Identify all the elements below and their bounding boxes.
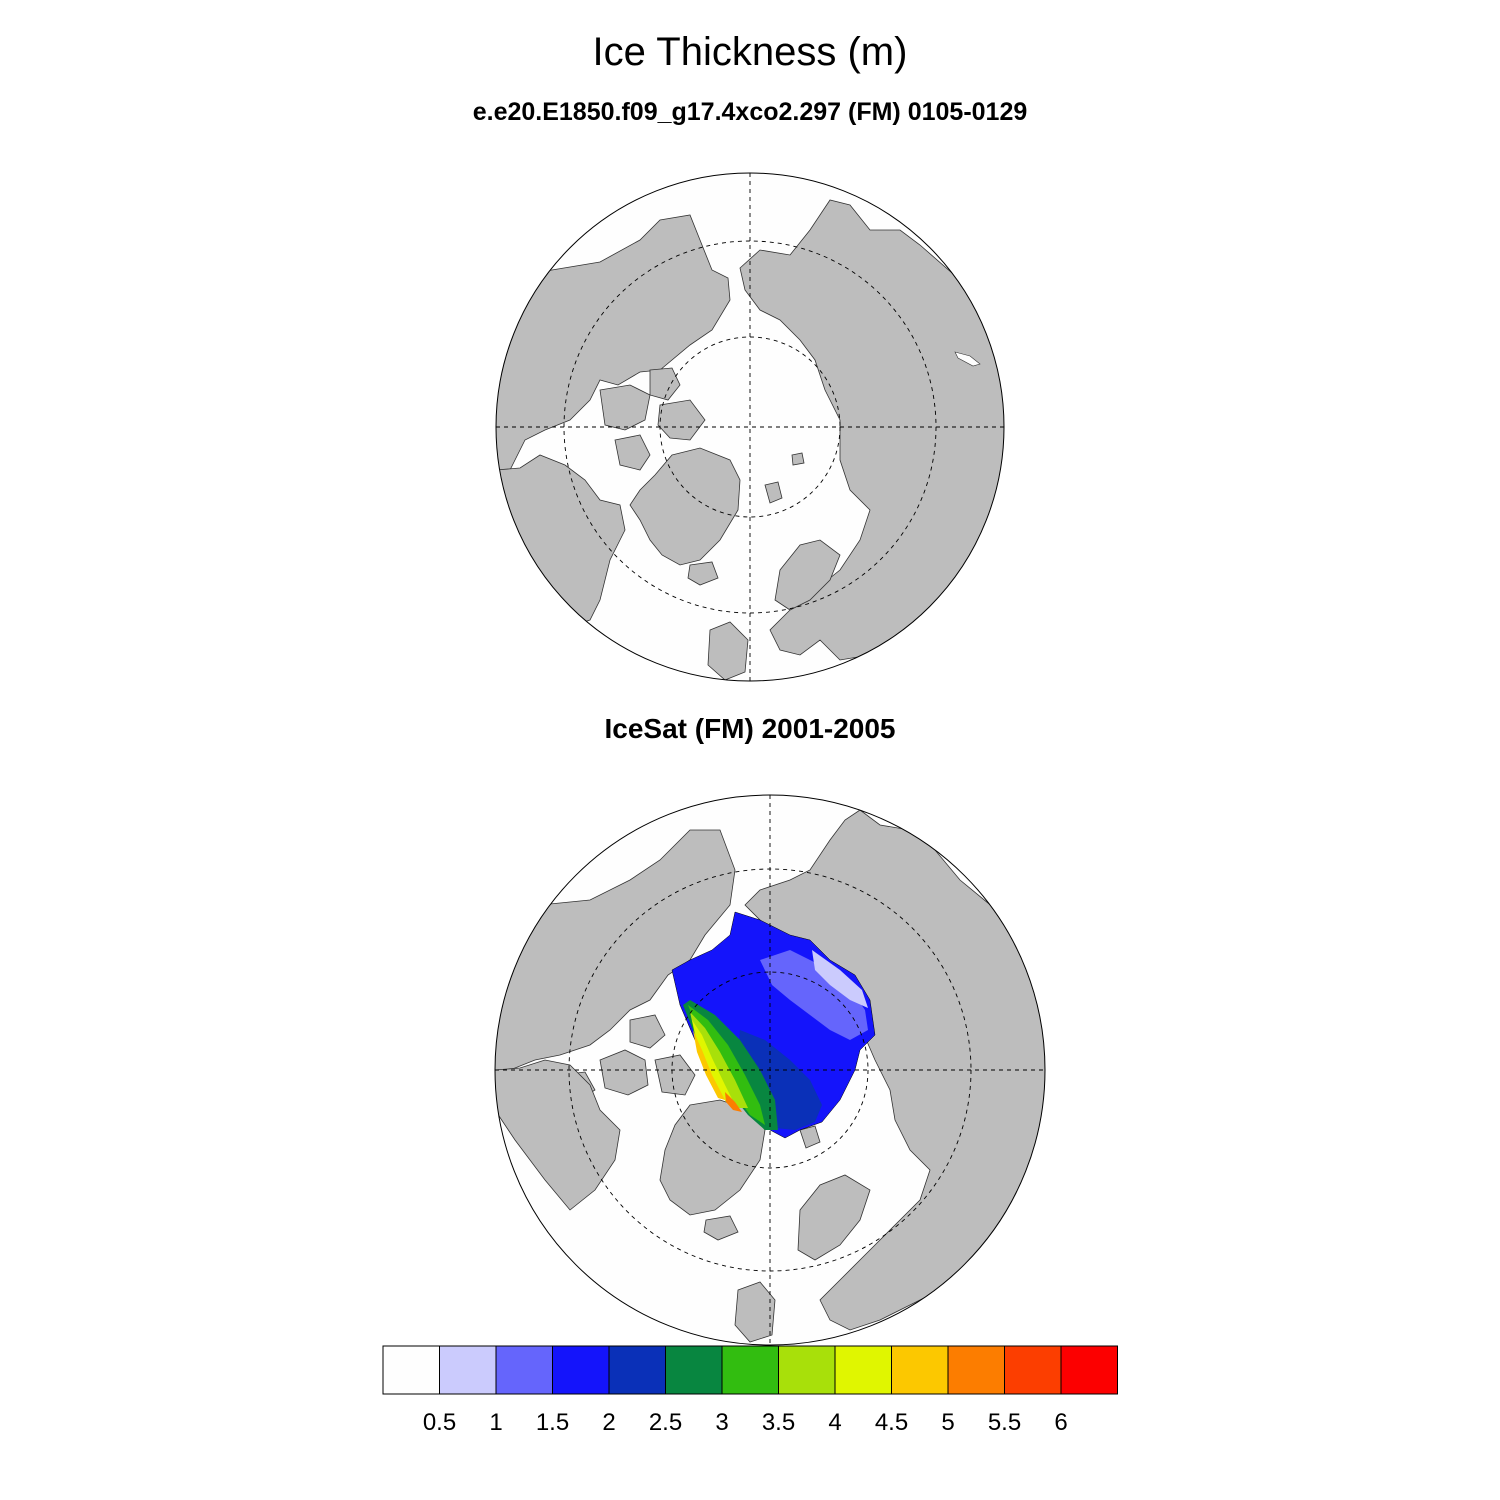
land-lower-left-bottom xyxy=(495,1059,621,1211)
colorbar-tick-label: 4 xyxy=(828,1409,841,1436)
land-small-island-2-top xyxy=(791,452,805,466)
ice-level-4 xyxy=(690,1012,748,1108)
colorbar-tick-label: 4.5 xyxy=(875,1409,908,1436)
colorbar-tick-label: 5.5 xyxy=(988,1409,1021,1436)
figure-title: Ice Thickness (m) xyxy=(592,30,908,74)
colorbar-swatch xyxy=(382,1345,440,1395)
land-scandinavia-bottom xyxy=(797,1174,871,1261)
colorbar-tick-label: 1 xyxy=(489,1409,502,1436)
colorbar-swatch xyxy=(665,1345,723,1395)
colorbar-tick-label: 1.5 xyxy=(536,1409,569,1436)
colorbar-swatch xyxy=(439,1345,497,1395)
colorbar-swatch xyxy=(1060,1345,1118,1395)
ice-thickness-field xyxy=(671,911,876,1139)
land-iceland-top xyxy=(687,561,719,586)
colorbar-swatch xyxy=(721,1345,779,1395)
land-eurasia-top xyxy=(739,199,1004,661)
land-archipelago-bottom xyxy=(557,1014,696,1103)
map-panel-top xyxy=(495,172,1005,682)
map-border-top xyxy=(495,172,1005,682)
land-archipelago-top xyxy=(599,367,706,471)
lake-top xyxy=(954,351,981,367)
panel-bottom-subtitle: IceSat (FM) 2001-2005 xyxy=(604,713,896,744)
land-iceland-bottom xyxy=(703,1215,739,1241)
colorbar-swatch xyxy=(834,1345,892,1395)
graticule-bottom xyxy=(495,795,1045,1345)
land-top xyxy=(496,199,1004,681)
colorbar-tick-label: 2 xyxy=(602,1409,615,1436)
colorbar-tick-label: 5 xyxy=(941,1409,954,1436)
colorbar-swatch xyxy=(552,1345,610,1395)
map-border-bottom xyxy=(494,794,1046,1346)
land-greenland-top xyxy=(629,447,741,566)
ice-level-4-5 xyxy=(692,1020,735,1105)
colorbar-swatch xyxy=(608,1345,666,1395)
colorbar-swatch xyxy=(495,1345,553,1395)
colorbar-tick-label: 6 xyxy=(1054,1409,1067,1436)
land-british-isles-bottom xyxy=(734,1281,776,1343)
colorbar-swatch xyxy=(778,1345,836,1395)
map-panel-bottom xyxy=(494,794,1046,1346)
colorbar-swatch xyxy=(1004,1345,1062,1395)
panel-top-subtitle: e.e20.E1850.f09_g17.4xco2.297 (FM) 0105-… xyxy=(472,98,1028,126)
colorbar-swatch xyxy=(947,1345,1005,1395)
land-british-isles-top xyxy=(707,621,749,681)
ice-level-5-5 xyxy=(725,1092,742,1112)
colorbar-tick-label: 2.5 xyxy=(649,1409,682,1436)
graticule-top xyxy=(496,173,1004,681)
land-north-america-top xyxy=(496,214,731,471)
land-small-island-1-top xyxy=(764,481,783,504)
colorbar-tick-label: 3 xyxy=(715,1409,728,1436)
land-scandinavia-top xyxy=(774,539,841,611)
land-small-island-1-bottom xyxy=(799,1125,821,1149)
colorbar-tick-label: 0.5 xyxy=(423,1409,456,1436)
colorbar: 0.5 1 1.5 2 2.5 3 3.5 4 4.5 5 5.5 6 xyxy=(382,1345,1118,1436)
ice-level-1-5 xyxy=(760,950,868,1040)
ice-level-1 xyxy=(812,950,868,1008)
colorbar-swatch xyxy=(891,1345,949,1395)
colorbar-tick-label: 3.5 xyxy=(762,1409,795,1436)
